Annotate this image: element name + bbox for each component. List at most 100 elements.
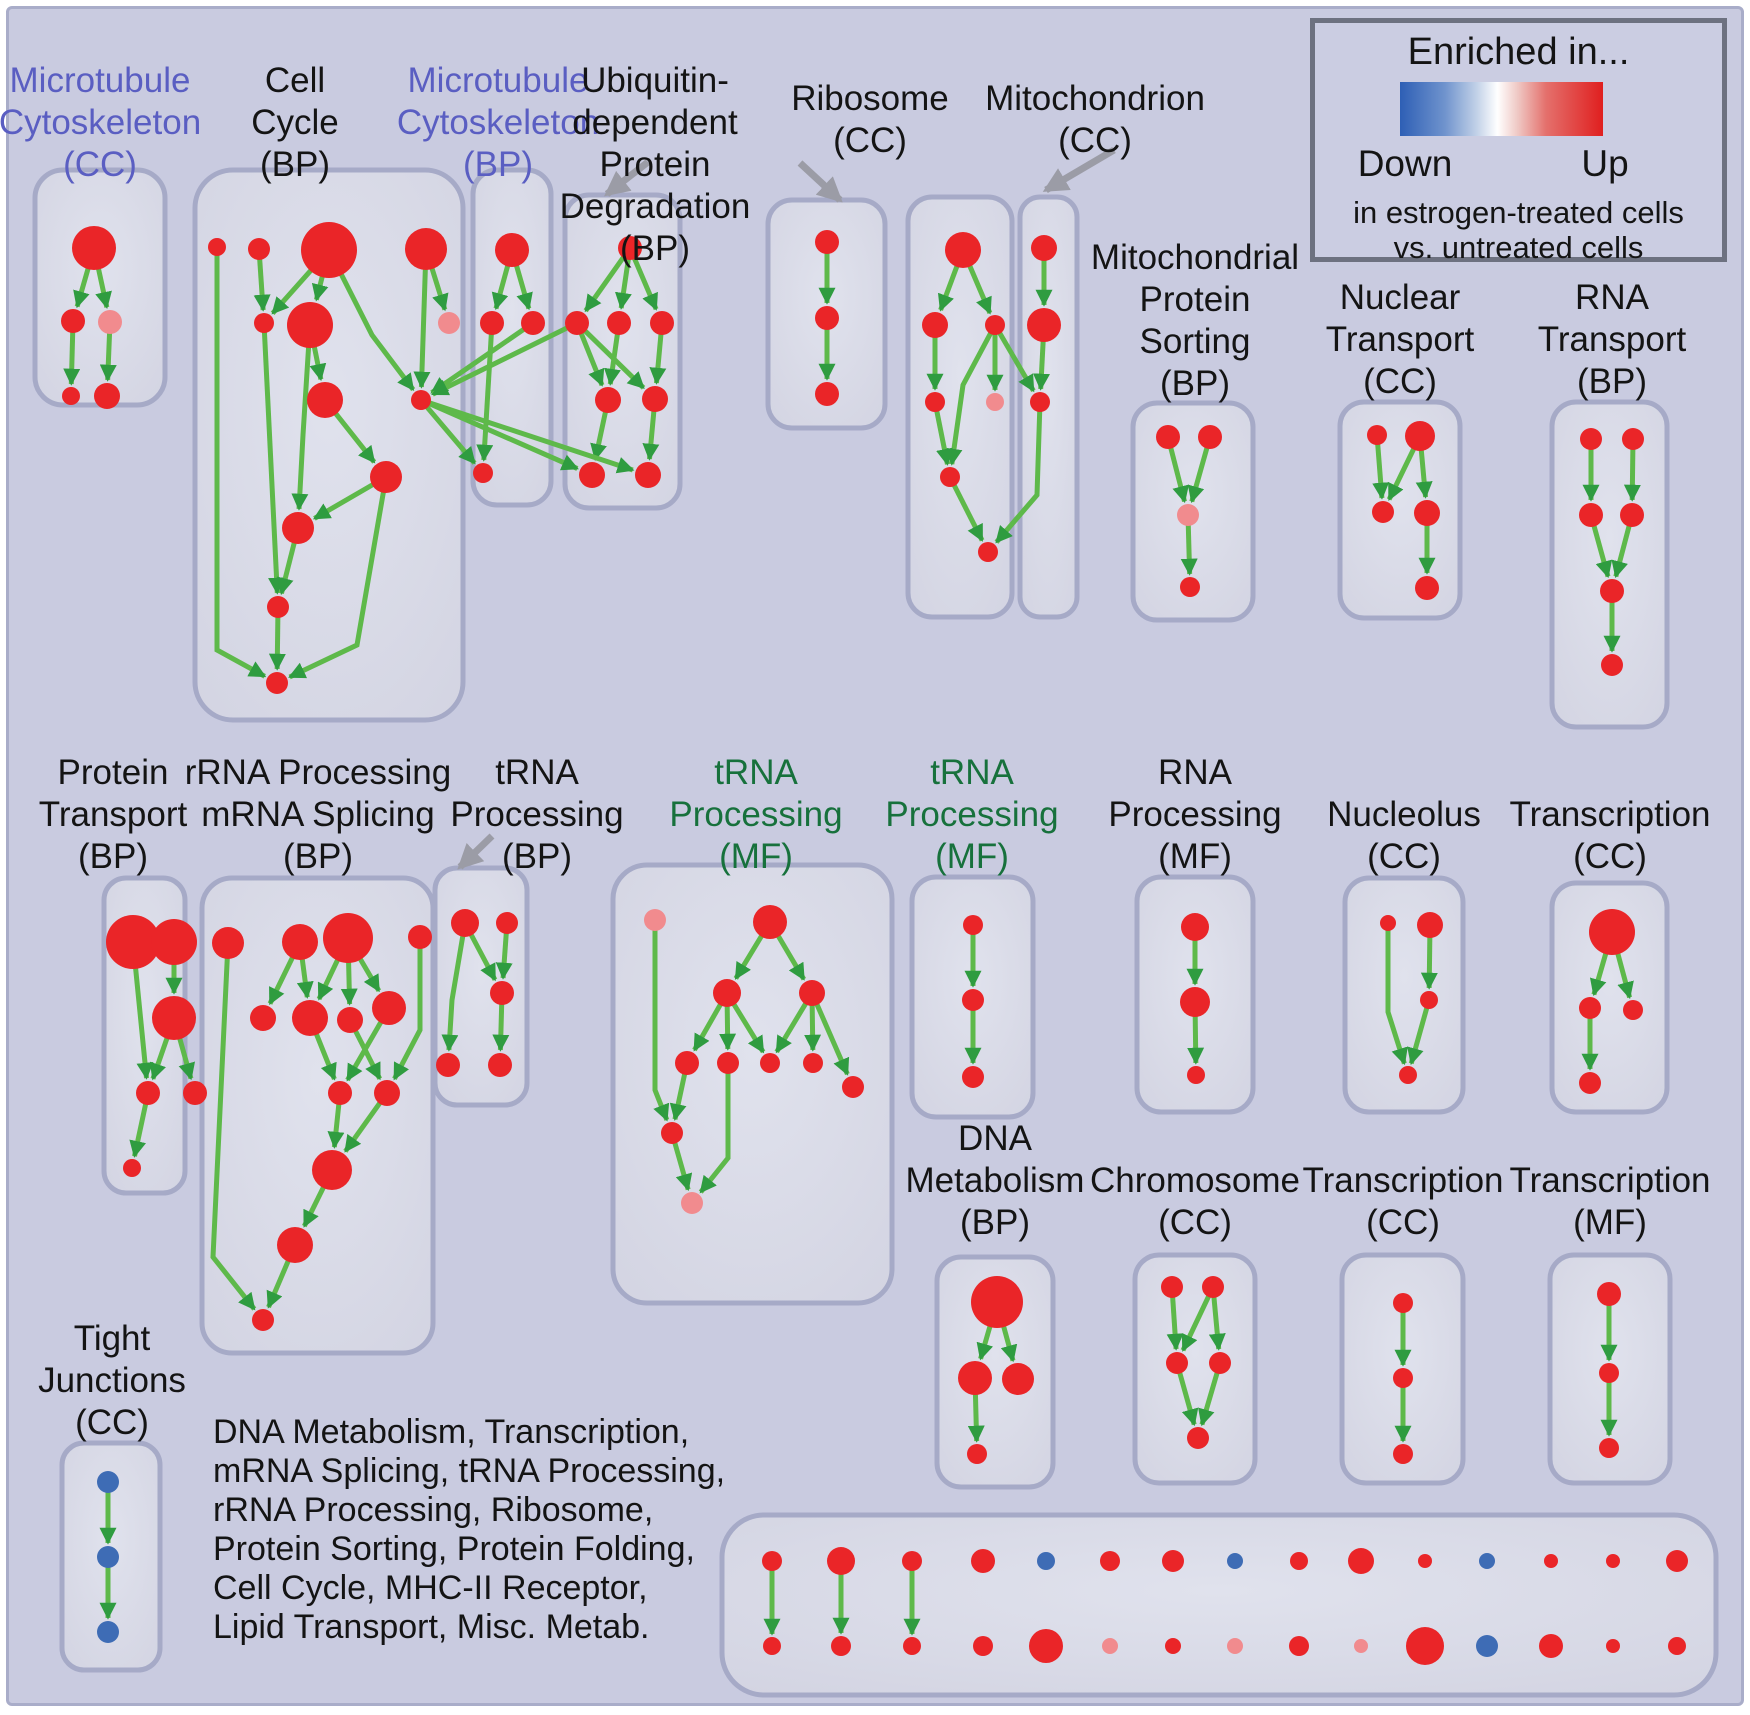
node-rt4 (1620, 503, 1644, 527)
label-line: (CC) (1573, 837, 1647, 876)
node-rt6 (1601, 654, 1623, 676)
network-nodes (61, 222, 1688, 1665)
node-cc8 (307, 382, 343, 418)
node-rp1 (1181, 913, 1209, 941)
node-msT9 (1290, 1552, 1308, 1570)
node-cc1 (208, 238, 226, 256)
node-ri1 (945, 232, 981, 268)
label-line: Protein (57, 753, 169, 792)
node-mp3 (1177, 504, 1199, 526)
label-mitochondrion: Mitochondrion (CC) (875, 78, 1315, 162)
edge-cc9-ua7 (428, 401, 579, 471)
node-rr3 (323, 913, 373, 963)
edge-ua2-cc9 (431, 325, 569, 397)
node-ch5 (1187, 1427, 1209, 1449)
node-t3c (1599, 1438, 1619, 1458)
label-line: Cell (264, 61, 326, 100)
label-line: Transport (38, 795, 188, 834)
edge-rr3-rr7 (340, 961, 358, 1006)
node-rr2 (282, 924, 318, 960)
misc-list-line: rRNA Processing, Ribosome, (213, 1491, 654, 1529)
node-ri5 (986, 393, 1004, 411)
label-line: (CC) (1058, 121, 1132, 160)
label-line: (BP) (78, 837, 148, 876)
node-dm2 (958, 1361, 992, 1395)
node-msT13 (1544, 1554, 1558, 1568)
node-rr4 (408, 925, 432, 949)
edge-rr9-rr11 (327, 1103, 345, 1149)
label-transcription-cc-bottom: Transcription (CC) (1183, 1160, 1623, 1244)
edge-pt4-pt6 (129, 1103, 149, 1158)
node-tn3 (962, 1066, 984, 1088)
node-ri4 (925, 392, 945, 412)
label-line: (BP) (260, 145, 330, 184)
edge-nt2-nt4 (1415, 449, 1433, 499)
edge-mc1-mc2 (73, 267, 91, 309)
label-line: Processing (1108, 795, 1282, 834)
label-line: Cytoskeleton (0, 103, 202, 142)
node-msT7 (1162, 1550, 1184, 1572)
edge-ch1-ch3 (1166, 1296, 1184, 1351)
node-mp4 (1180, 577, 1200, 597)
node-msT3 (902, 1551, 922, 1571)
node-ua4 (650, 311, 674, 335)
edge-tm5-tm10 (669, 1073, 688, 1121)
label-line: (CC) (75, 1403, 149, 1442)
node-msT1 (762, 1551, 782, 1571)
label-line: (BP) (1577, 362, 1647, 401)
node-nt1 (1367, 425, 1387, 445)
node-nt4 (1414, 500, 1440, 526)
edge-cc6-cc11 (291, 346, 312, 511)
edge-rr8-rr9 (345, 1020, 384, 1082)
node-msB12 (1476, 1635, 1498, 1657)
cluster-box-chromosome (1132, 1252, 1258, 1486)
edge-cc3-cc5 (270, 268, 313, 315)
label-line: rRNA Processing (184, 753, 452, 792)
misc-cluster-list: DNA Metabolism, Transcription, mRNA Splic… (213, 1413, 725, 1647)
node-ua8 (635, 462, 661, 488)
label-line: Nucleolus (1327, 795, 1481, 834)
node-t2b (1393, 1368, 1413, 1388)
edge-mc1-mc3 (95, 267, 112, 310)
node-nu3 (1420, 991, 1438, 1009)
label-dna-metabolism: DNA Metabolism (BP) (775, 1118, 1215, 1244)
edge-cc10-cc13 (288, 491, 386, 680)
node-ub1 (815, 230, 839, 254)
edge-tm4-tm7 (774, 1002, 808, 1054)
node-msT4 (971, 1549, 995, 1573)
node-tj1 (97, 1471, 119, 1493)
edge-cc4-cc9 (413, 268, 431, 389)
node-msT12 (1479, 1553, 1495, 1569)
label-line: (BP) (960, 1203, 1030, 1242)
edge-cc3-cc9 (338, 272, 416, 392)
node-tm11 (681, 1192, 703, 1214)
node-ri3 (985, 315, 1005, 335)
label-nuclear-transport: Nuclear Transport (CC) (1180, 277, 1620, 403)
node-msT6 (1100, 1551, 1120, 1571)
node-mc1 (72, 226, 116, 270)
node-ua2 (565, 311, 589, 335)
node-nu4 (1399, 1066, 1417, 1084)
label-line: tRNA (714, 753, 798, 792)
edge-rr6-rr9 (313, 1032, 337, 1081)
node-ri7 (978, 542, 998, 562)
node-msT10 (1348, 1548, 1374, 1574)
label-line: Ubiquitin- (581, 61, 729, 100)
edge-nu3-nu4 (1407, 1007, 1430, 1066)
edge-tm2-tm4 (775, 934, 807, 981)
legend-gradient-bar (1400, 82, 1603, 136)
edge-rr4-rr10 (392, 948, 423, 1081)
node-msB10 (1354, 1639, 1368, 1653)
label-line: Transcription (1509, 795, 1711, 834)
edge-ua1-ua3 (614, 258, 632, 310)
node-tm8 (803, 1053, 823, 1073)
label-line: (MF) (1158, 837, 1232, 876)
node-t3a (1597, 1282, 1621, 1306)
legend: Enriched in... Down Up in estrogen-treat… (1310, 18, 1727, 265)
node-tc3 (1623, 1000, 1643, 1020)
label-line: Mitochondrial (1090, 238, 1300, 277)
node-tn1 (963, 915, 983, 935)
label-line: Protein (599, 145, 711, 184)
node-msT14 (1606, 1554, 1620, 1568)
